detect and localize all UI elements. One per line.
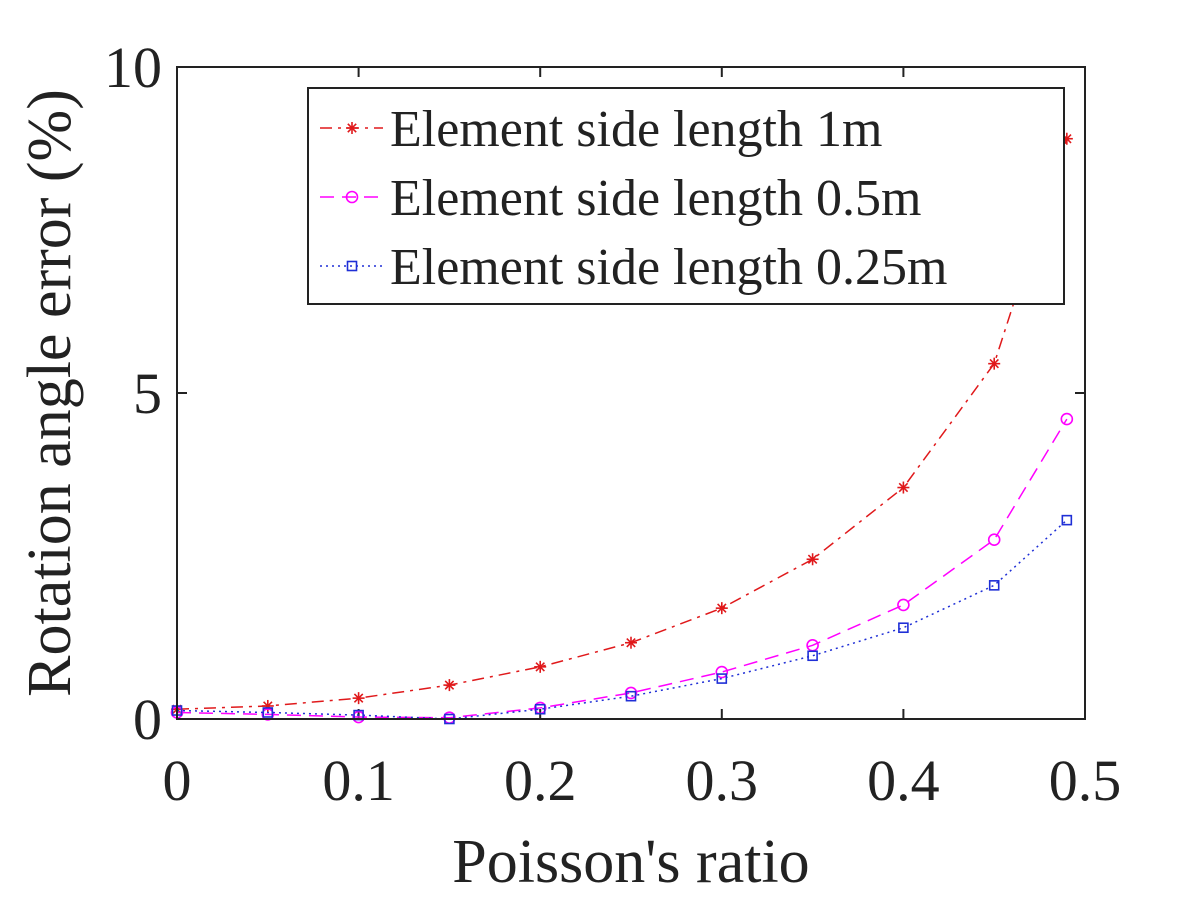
y-tick-labels: 0 5 10 xyxy=(104,35,162,752)
data-point xyxy=(897,481,910,494)
x-axis-label: Poisson's ratio xyxy=(452,828,809,896)
data-point xyxy=(1061,514,1073,526)
data-point xyxy=(624,686,638,700)
y-tick-label: 5 xyxy=(133,361,162,426)
x-tick-labels: 0 0.1 0.2 0.3 0.4 0.5 xyxy=(163,748,1122,813)
data-point xyxy=(534,703,546,715)
data-point xyxy=(715,665,729,679)
legend-marker xyxy=(346,122,358,134)
legend-marker xyxy=(345,190,359,204)
data-point xyxy=(352,692,365,705)
x-tick-label: 0.5 xyxy=(1049,748,1122,813)
data-point xyxy=(988,357,1001,370)
legend-label: Element side length 1m xyxy=(390,101,882,158)
series-line xyxy=(177,418,1068,719)
legend-marker xyxy=(346,260,358,272)
series-3 xyxy=(171,514,1073,725)
y-tick-label: 0 xyxy=(133,687,162,752)
data-point xyxy=(988,580,1000,591)
legend-box xyxy=(307,87,1065,305)
x-tick-label: 0.1 xyxy=(322,748,395,813)
legend-entry: Element side length 0.25m xyxy=(320,239,947,296)
legend-label: Element side length 0.25m xyxy=(390,239,947,296)
data-point xyxy=(262,707,274,718)
data-point xyxy=(1060,412,1074,426)
x-tick-label: 0 xyxy=(163,748,192,813)
legend: Element side length 1m Element side lengt… xyxy=(307,87,1065,305)
y-axis-label: Rotation angle error (%) xyxy=(16,89,84,697)
series-line xyxy=(177,519,1068,719)
data-point xyxy=(443,679,456,692)
data-point xyxy=(534,660,547,673)
data-point xyxy=(352,710,365,724)
data-point xyxy=(898,622,909,634)
data-point xyxy=(897,598,910,612)
legend-entry: Element side length 0.5m xyxy=(320,170,921,227)
data-point xyxy=(625,690,637,702)
y-tick-label: 10 xyxy=(104,35,162,100)
data-point xyxy=(716,673,728,684)
x-tick-label: 0.4 xyxy=(867,748,940,813)
legend-label: Element side length 0.5m xyxy=(390,170,921,227)
x-tick-label: 0.2 xyxy=(504,748,577,813)
legend-entry: Element side length 1m xyxy=(320,101,882,158)
data-point xyxy=(625,636,637,649)
data-point xyxy=(715,602,728,615)
data-point xyxy=(987,533,1001,547)
data-point xyxy=(806,553,819,566)
data-point xyxy=(807,650,818,662)
x-tick-label: 0.3 xyxy=(686,748,759,813)
axes-frame xyxy=(176,66,1086,720)
